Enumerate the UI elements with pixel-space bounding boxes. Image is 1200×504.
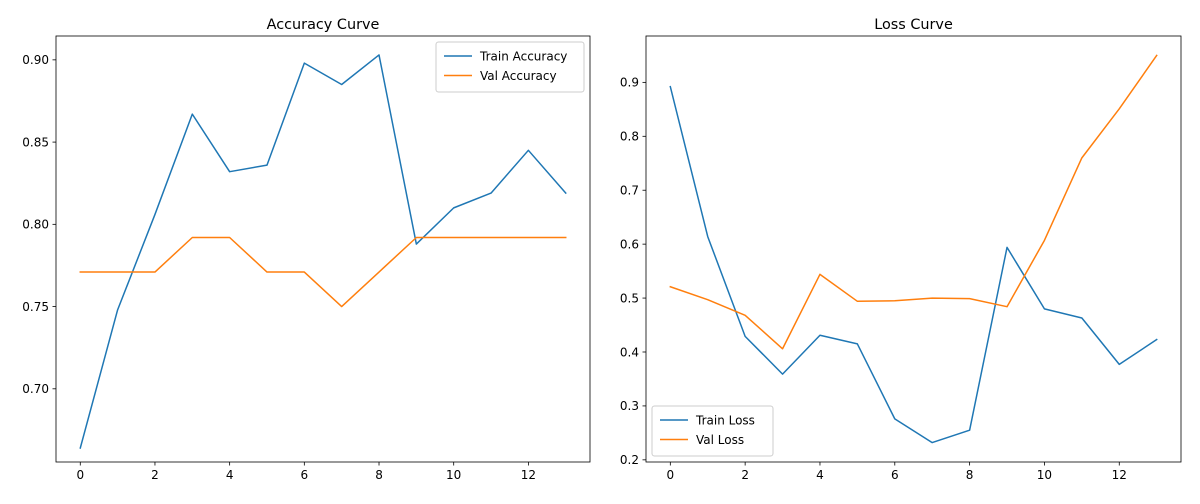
x-tick-label: 8 [966, 468, 974, 482]
series-line-train [79, 54, 567, 449]
x-tick-label: 0 [76, 468, 84, 482]
y-tick-label: 0.70 [22, 382, 49, 396]
accuracy-chart: Accuracy Curve 0 2 4 6 8 10 12 0.70 0.75 0.80 0.85 0… [22, 17, 591, 482]
x-tick-label: 10 [446, 468, 461, 482]
x-tick-label: 2 [741, 468, 749, 482]
legend-label-train: Train Accuracy [479, 49, 567, 63]
legend-label-val: Val Accuracy [480, 69, 557, 83]
legend-label-val: Val Loss [696, 433, 744, 447]
legend-box [435, 41, 585, 93]
series-line-val [79, 236, 567, 308]
legend: Train Loss Val Loss [651, 405, 774, 457]
x-tick-label: 12 [521, 468, 536, 482]
chart-title: Accuracy Curve [267, 17, 380, 33]
axes-frame [645, 35, 1182, 463]
legend: Train Accuracy Val Accuracy [435, 41, 585, 93]
y-tick-label: 0.80 [22, 218, 49, 232]
series-line-val [669, 54, 1158, 350]
x-tick-label: 12 [1112, 468, 1127, 482]
axes-frame [55, 35, 591, 463]
y-tick-label: 0.85 [22, 135, 49, 149]
x-tick-label: 4 [226, 468, 234, 482]
y-tick-label: 0.5 [620, 291, 639, 305]
legend-label-train: Train Loss [695, 413, 755, 427]
chart-title: Loss Curve [874, 17, 953, 33]
y-tick-label: 0.90 [22, 53, 49, 67]
x-tick-label: 10 [1037, 468, 1052, 482]
y-tick-label: 0.3 [620, 399, 639, 413]
y-tick-label: 0.9 [620, 76, 639, 90]
y-tick-label: 0.2 [620, 453, 639, 467]
x-tick-label: 6 [891, 468, 899, 482]
y-tick-label: 0.75 [22, 300, 49, 314]
legend-box [651, 405, 774, 457]
x-tick-label: 8 [375, 468, 383, 482]
y-tick-label: 0.6 [620, 237, 639, 251]
x-tick-label: 0 [666, 468, 674, 482]
series-line-train [669, 85, 1158, 444]
y-tick-label: 0.7 [620, 184, 639, 198]
y-tick-label: 0.8 [620, 130, 639, 144]
x-tick-label: 6 [301, 468, 309, 482]
x-tick-label: 4 [816, 468, 824, 482]
x-tick-label: 2 [151, 468, 159, 482]
loss-chart: Loss Curve 0 2 4 6 8 10 12 0.2 0.3 0.4 0.5 0.6 0.7 0.8… [620, 17, 1182, 482]
y-tick-label: 0.4 [620, 345, 639, 359]
